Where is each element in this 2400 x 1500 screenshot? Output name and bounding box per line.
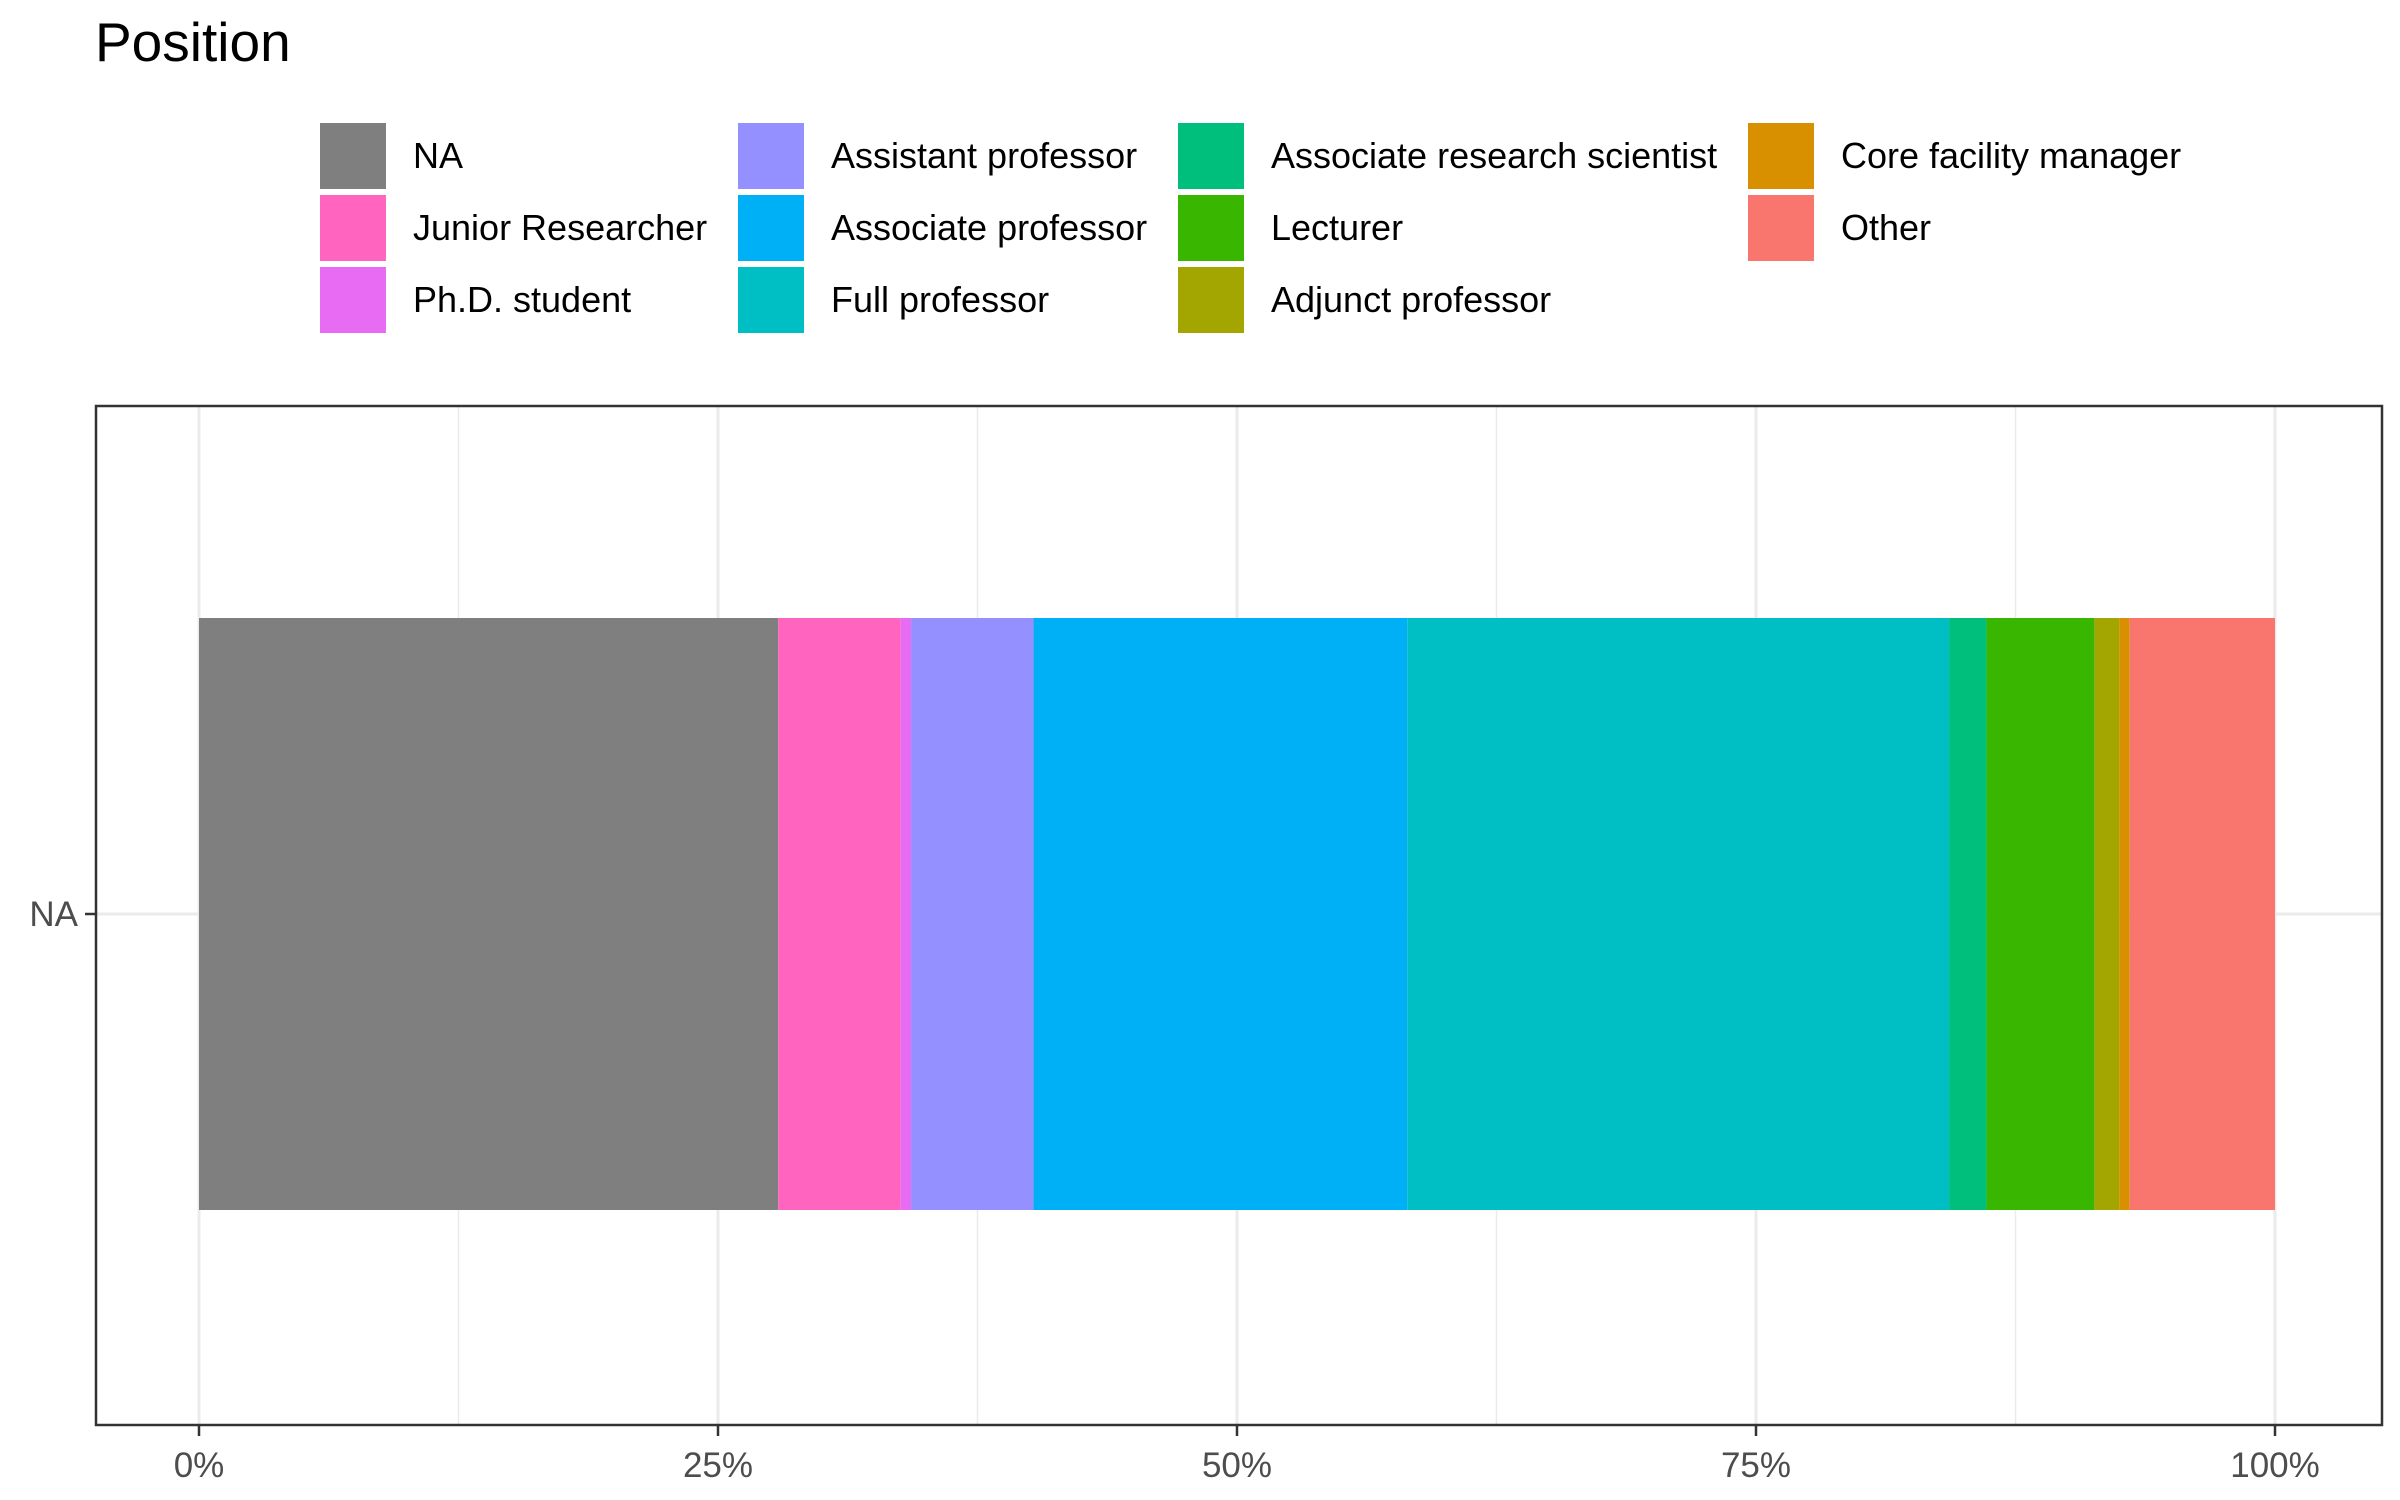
legend-label: Ph.D. student	[413, 279, 632, 320]
legend-label: Core facility manager	[1841, 135, 2182, 176]
legend-swatch	[320, 267, 386, 333]
x-tick-label: 50%	[1202, 1446, 1272, 1485]
panel-border	[94, 404, 2384, 1427]
legend-item-full-professor: Full professor	[738, 264, 1049, 336]
legend-title: Position	[95, 11, 291, 73]
bar-segment-other	[2129, 618, 2275, 1210]
bar-segment-assistant-professor	[911, 618, 1034, 1210]
bar-segment-associate-professor	[1033, 618, 1408, 1210]
y-tick-label: NA	[29, 895, 78, 934]
legend-item-junior-researcher: Junior Researcher	[320, 192, 707, 264]
x-tick-label: 25%	[683, 1446, 753, 1485]
bar-segment-adjunct-professor	[2094, 618, 2120, 1210]
legend: NA Junior Researcher Ph.D. student Assistan…	[320, 120, 2280, 340]
legend-label: Junior Researcher	[413, 207, 708, 248]
bar-segment-junior-researcher	[778, 618, 901, 1210]
legend-swatch	[1178, 123, 1244, 189]
bar-segment-core-facility-manager	[2119, 618, 2130, 1210]
legend-swatch	[1178, 195, 1244, 261]
legend-swatch	[738, 195, 804, 261]
legend-swatch	[1748, 123, 1814, 189]
legend-swatch	[1748, 195, 1814, 261]
legend-swatch	[738, 267, 804, 333]
legend-swatch	[738, 123, 804, 189]
legend-label: Assistant professor	[831, 135, 1138, 176]
bar-segment-associate-research-scientist	[1949, 618, 1987, 1210]
legend-label: Associate research scientist	[1271, 135, 1718, 176]
legend-label: Full professor	[831, 279, 1050, 320]
legend-item-assistant-professor: Assistant professor	[738, 120, 1137, 192]
legend-item-associate-professor: Associate professor	[738, 192, 1147, 264]
legend-item-core-facility-manager: Core facility manager	[1748, 120, 2181, 192]
bar-segment-na	[199, 618, 779, 1210]
bar-segment-lecturer	[1986, 618, 2095, 1210]
legend-swatch	[320, 195, 386, 261]
legend-item-adjunct-professor: Adjunct professor	[1178, 264, 1551, 336]
x-tick-label: 75%	[1721, 1446, 1791, 1485]
legend-label: NA	[413, 135, 464, 176]
bar-segment-full-professor	[1407, 618, 1950, 1210]
legend-item-na: NA	[320, 120, 463, 192]
legend-label: Lecturer	[1271, 207, 1404, 248]
legend-item-lecturer: Lecturer	[1178, 192, 1403, 264]
legend-swatch	[320, 123, 386, 189]
x-tick-label: 0%	[174, 1446, 225, 1485]
legend-label: Adjunct professor	[1271, 279, 1552, 320]
bar-segment-ph-d-student	[900, 618, 912, 1210]
legend-label: Other	[1841, 207, 1932, 248]
legend-item-other: Other	[1748, 192, 1931, 264]
legend-label: Associate professor	[831, 207, 1148, 248]
legend-swatch	[1178, 267, 1244, 333]
legend-item-ph-d-student: Ph.D. student	[320, 264, 631, 336]
x-tick-label: 100%	[2230, 1446, 2320, 1485]
legend-item-associate-research-scientist: Associate research scientist	[1178, 120, 1717, 192]
